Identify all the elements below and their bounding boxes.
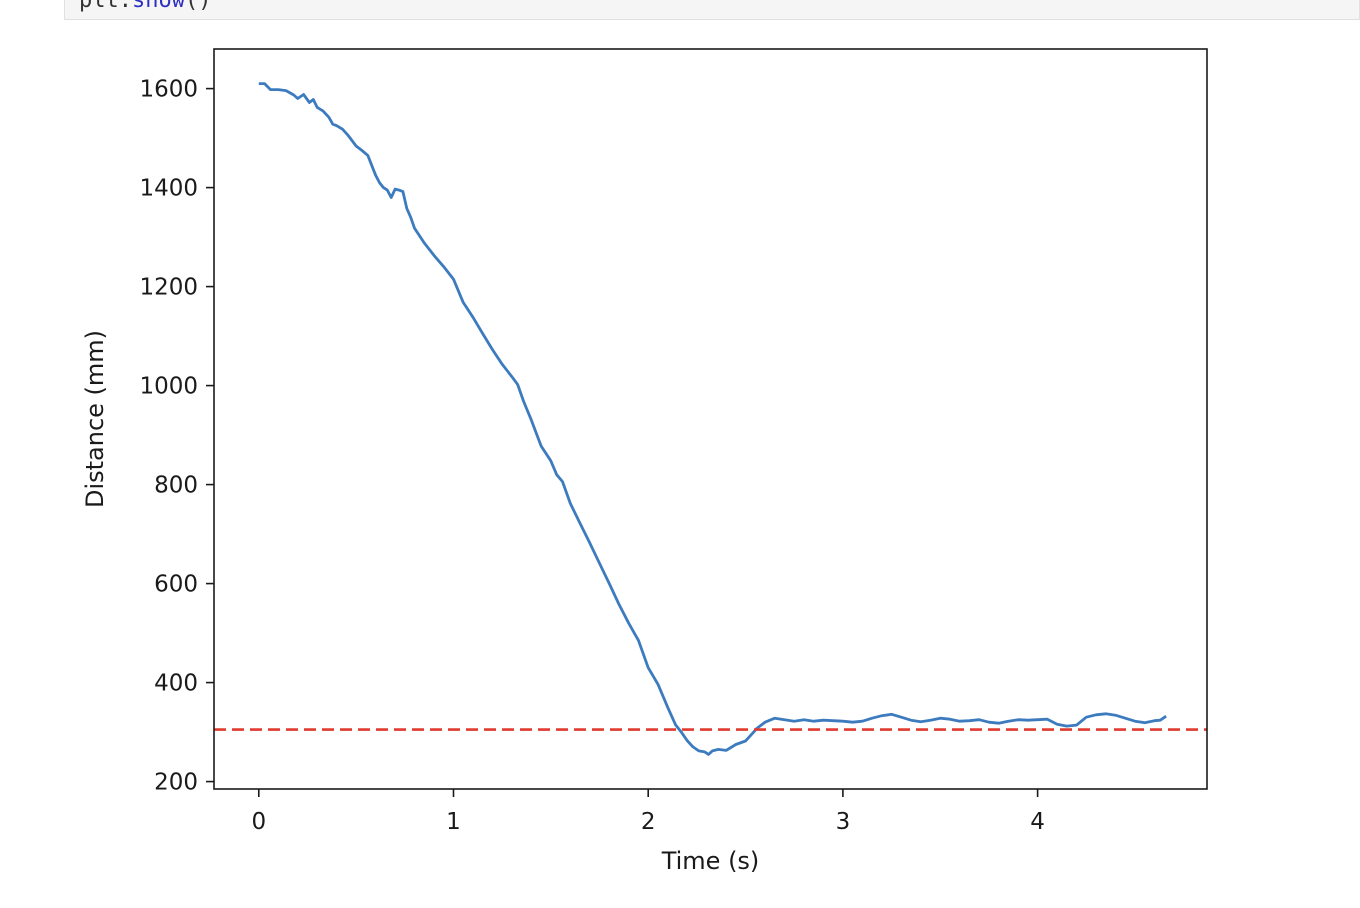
x-tick-label: 0 xyxy=(251,809,266,835)
y-axis: 200 400 600 800 1000 1200 1400 1600 xyxy=(139,77,214,796)
code-dot: . xyxy=(118,0,132,13)
x-axis-label: Time (s) xyxy=(661,847,760,875)
x-tick-label: 1 xyxy=(446,809,461,835)
y-tick-label: 1400 xyxy=(139,176,198,202)
x-tick-label: 3 xyxy=(836,809,851,835)
x-tick-label: 2 xyxy=(641,809,656,835)
x-axis: 0 1 2 3 4 xyxy=(251,789,1045,835)
code-cell[interactable]: plt.show() xyxy=(64,0,1360,20)
series-layer xyxy=(214,82,1207,756)
y-tick-label: 400 xyxy=(154,671,198,697)
y-tick-label: 1600 xyxy=(139,77,198,103)
code-object: plt xyxy=(79,0,119,13)
plot-frame xyxy=(213,48,1208,790)
code-line: plt.show() xyxy=(79,0,211,13)
y-tick-label: 800 xyxy=(154,473,198,499)
y-tick-label: 1200 xyxy=(139,275,198,301)
y-tick-label: 600 xyxy=(154,572,198,598)
y-tick-label: 200 xyxy=(154,770,198,796)
distance-series-line xyxy=(258,82,1167,756)
y-tick-label: 1000 xyxy=(139,374,198,400)
x-tick-label: 4 xyxy=(1030,809,1045,835)
code-args: () xyxy=(184,0,212,13)
code-method: show xyxy=(132,0,185,13)
y-axis-label: Distance (mm) xyxy=(81,330,109,508)
